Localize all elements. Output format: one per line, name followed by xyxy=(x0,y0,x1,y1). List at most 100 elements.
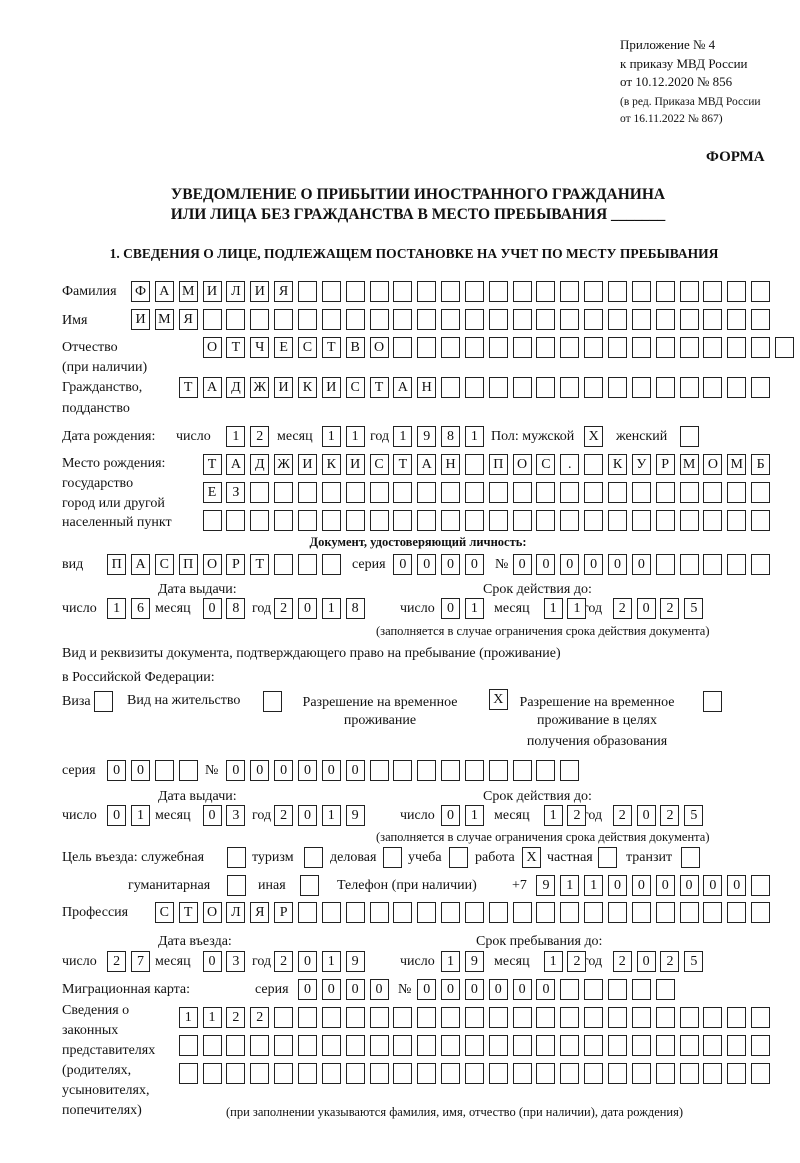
birthplace1-cell[interactable]: С xyxy=(536,454,556,475)
doc-kind-cell[interactable]: П xyxy=(178,554,198,575)
patronymic-cell[interactable]: О xyxy=(369,337,389,358)
profession-cell[interactable]: Т xyxy=(178,902,198,923)
entry-month-cell[interactable]: 0 xyxy=(202,951,222,972)
reps3-cell[interactable] xyxy=(703,1063,723,1084)
birthplace1-cell[interactable]: А xyxy=(417,454,437,475)
right-series-cell[interactable] xyxy=(154,760,174,781)
doc-issue-day-cell[interactable]: 1 xyxy=(107,598,127,619)
reps2-cell[interactable] xyxy=(297,1035,317,1056)
right-number-cell[interactable] xyxy=(488,760,508,781)
birthplace3-cell[interactable] xyxy=(655,510,675,531)
p-work-checkbox[interactable]: X xyxy=(522,847,541,868)
stay-month-cell[interactable]: 2 xyxy=(567,951,587,972)
name-cell[interactable] xyxy=(488,309,508,330)
name-cell[interactable] xyxy=(751,309,771,330)
doc-valid-year-cell[interactable]: 5 xyxy=(684,598,704,619)
profession-cell[interactable] xyxy=(727,902,747,923)
surname-cell[interactable]: И xyxy=(250,281,270,302)
reps2-cell[interactable] xyxy=(631,1035,651,1056)
right-number-cell[interactable]: 0 xyxy=(274,760,294,781)
citizenship-cell[interactable] xyxy=(655,377,675,398)
reps3-cell[interactable] xyxy=(226,1063,246,1084)
phone-cell[interactable]: 9 xyxy=(536,875,556,896)
reps1-cell[interactable] xyxy=(393,1007,413,1028)
reps3-cell[interactable] xyxy=(321,1063,341,1084)
patronymic-cell[interactable] xyxy=(464,337,484,358)
reps1-cell[interactable] xyxy=(464,1007,484,1028)
surname-cell[interactable] xyxy=(321,281,341,302)
p-study-checkbox[interactable] xyxy=(449,847,468,868)
right-number-cell[interactable] xyxy=(560,760,580,781)
birthplace2-cell[interactable] xyxy=(297,482,317,503)
doc-series-cell[interactable]: 0 xyxy=(441,554,461,575)
birthplace3-cell[interactable] xyxy=(345,510,365,531)
profession-cell[interactable] xyxy=(297,902,317,923)
reps1-cell[interactable] xyxy=(417,1007,437,1028)
reps2-cell[interactable] xyxy=(369,1035,389,1056)
name-cell[interactable] xyxy=(631,309,651,330)
birthplace3-cell[interactable] xyxy=(631,510,651,531)
citizenship-cell[interactable]: И xyxy=(321,377,341,398)
surname-cell[interactable] xyxy=(536,281,556,302)
stay-day-cell[interactable]: 1 xyxy=(441,951,461,972)
name-cell[interactable] xyxy=(608,309,627,330)
doc-valid-day-cell[interactable]: 0 xyxy=(441,598,461,619)
doc-number-cell[interactable] xyxy=(679,554,699,575)
birthplace2-cell[interactable] xyxy=(441,482,461,503)
birthplace2-cell[interactable] xyxy=(417,482,437,503)
surname-cell[interactable]: Л xyxy=(226,281,246,302)
birthplace3-cell[interactable] xyxy=(250,510,270,531)
doc-valid-month-cell[interactable]: 1 xyxy=(567,598,587,619)
name-cell[interactable] xyxy=(536,309,556,330)
phone-cell[interactable]: 0 xyxy=(727,875,747,896)
birth-year-cell[interactable]: 9 xyxy=(417,426,437,447)
profession-cell[interactable] xyxy=(441,902,461,923)
mc-number-cell[interactable] xyxy=(655,979,675,1000)
profession-cell[interactable] xyxy=(631,902,651,923)
doc-issue-year-cell[interactable]: 8 xyxy=(345,598,365,619)
mc-number-cell[interactable] xyxy=(560,979,580,1000)
right-number-cell[interactable]: 0 xyxy=(226,760,246,781)
patronymic-cell[interactable] xyxy=(655,337,675,358)
profession-cell[interactable] xyxy=(560,902,580,923)
entry-year-cell[interactable]: 1 xyxy=(321,951,341,972)
reps2-cell[interactable] xyxy=(727,1035,747,1056)
reps1-cell[interactable]: 1 xyxy=(202,1007,222,1028)
surname-cell[interactable] xyxy=(584,281,604,302)
right-issue-year-cell[interactable]: 0 xyxy=(297,805,317,826)
surname-cell[interactable] xyxy=(608,281,627,302)
reps1-cell[interactable]: 2 xyxy=(226,1007,246,1028)
citizenship-cell[interactable] xyxy=(584,377,604,398)
surname-cell[interactable] xyxy=(464,281,484,302)
right-valid-month-cell[interactable]: 2 xyxy=(567,805,587,826)
doc-kind-cell[interactable]: Т xyxy=(250,554,270,575)
mc-series-cell[interactable]: 0 xyxy=(369,979,389,1000)
reps3-cell[interactable] xyxy=(178,1063,198,1084)
phone-cell[interactable]: 0 xyxy=(679,875,699,896)
name-cell[interactable] xyxy=(369,309,389,330)
right-issue-month-cell[interactable]: 0 xyxy=(202,805,222,826)
birthplace2-cell[interactable] xyxy=(727,482,747,503)
birthplace1-cell[interactable]: М xyxy=(679,454,699,475)
name-cell[interactable] xyxy=(417,309,437,330)
profession-cell[interactable] xyxy=(584,902,604,923)
birthplace2-cell[interactable] xyxy=(560,482,580,503)
citizenship-cell[interactable]: Т xyxy=(369,377,389,398)
right-number-cell[interactable] xyxy=(464,760,484,781)
birthplace2-cell[interactable]: Е xyxy=(202,482,222,503)
profession-cell[interactable]: Л xyxy=(226,902,246,923)
right-number-cell[interactable] xyxy=(417,760,437,781)
mc-series-cell[interactable]: 0 xyxy=(345,979,365,1000)
patronymic-cell[interactable] xyxy=(608,337,627,358)
birthplace2-cell[interactable] xyxy=(488,482,508,503)
stay-year-cell[interactable]: 2 xyxy=(660,951,680,972)
profession-cell[interactable]: Я xyxy=(250,902,270,923)
profession-cell[interactable] xyxy=(536,902,556,923)
patronymic-cell[interactable] xyxy=(417,337,437,358)
doc-issue-month-cell[interactable]: 8 xyxy=(226,598,246,619)
entry-day-cell[interactable]: 2 xyxy=(107,951,127,972)
birthplace1-cell[interactable]: Т xyxy=(202,454,222,475)
reps1-cell[interactable] xyxy=(345,1007,365,1028)
phone-cell[interactable]: 0 xyxy=(608,875,627,896)
doc-number-cell[interactable]: 0 xyxy=(584,554,604,575)
